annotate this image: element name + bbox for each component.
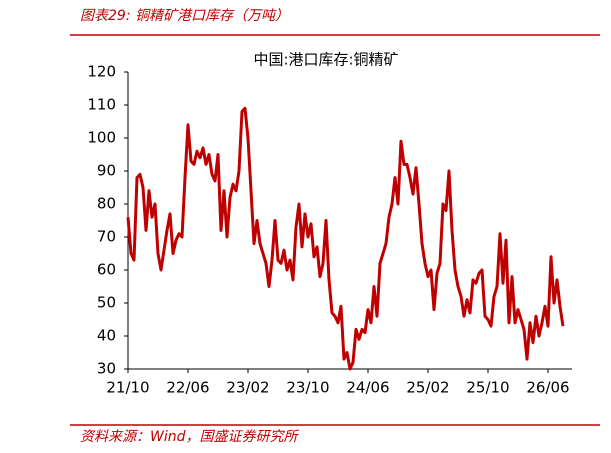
figure-header: 图表29: 铜精矿港口库存（万吨）	[80, 8, 289, 24]
y-tick-label: 120	[87, 63, 116, 81]
y-tick-label: 60	[97, 261, 116, 279]
y-tick-label: 50	[97, 294, 116, 312]
x-tick-label: 24/06	[346, 379, 389, 397]
x-tick-label: 21/10	[106, 379, 149, 397]
x-tick-label: 25/02	[406, 379, 449, 397]
y-tick-label: 110	[87, 96, 116, 114]
x-tick-label: 22/06	[166, 379, 209, 397]
data-line	[126, 106, 565, 371]
x-tick-label: 25/10	[466, 379, 509, 397]
chart-title: 中国:港口库存:铜精矿	[253, 51, 398, 69]
source-note: 资料来源：Wind，国盛证券研究所	[80, 429, 299, 445]
y-tick-label: 100	[87, 129, 116, 147]
y-tick-label: 30	[97, 360, 116, 378]
y-tick-label: 80	[97, 195, 116, 213]
y-tick-label: 90	[97, 162, 116, 180]
x-tick-label: 23/10	[286, 379, 329, 397]
y-tick-label: 70	[97, 228, 116, 246]
x-tick-label: 26/06	[526, 379, 569, 397]
x-tick-label: 23/02	[226, 379, 269, 397]
y-tick-label: 40	[97, 327, 116, 345]
